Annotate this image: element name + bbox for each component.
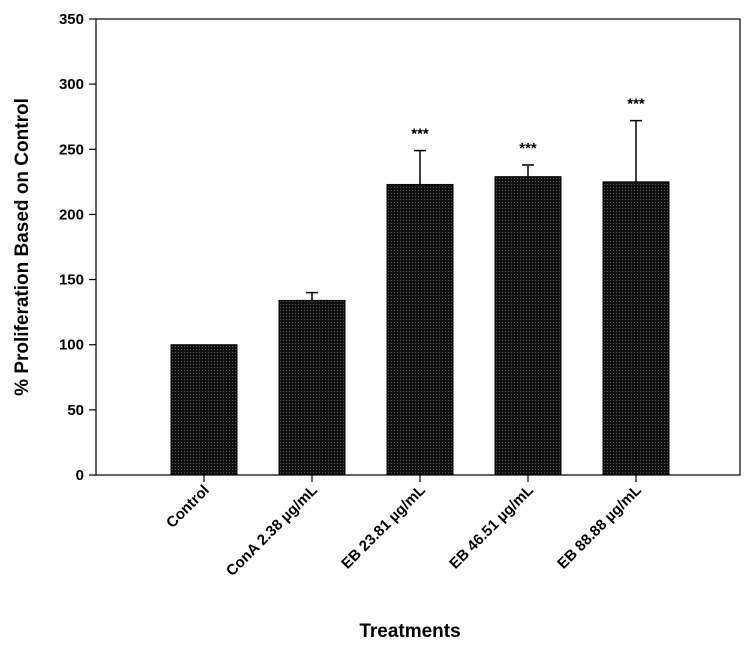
y-tick-label: 250 (59, 141, 84, 158)
y-tick-label: 100 (59, 337, 84, 354)
x-tick-label: EB 46.51 µg/mL (446, 482, 537, 573)
y-axis: 0 50 100 150 200 250 300 350 (59, 11, 96, 484)
bars-group: *** *** *** (170, 96, 670, 476)
y-tick-label: 200 (59, 206, 84, 223)
bar (386, 183, 454, 476)
x-tick-label: ConA 2.38 µg/mL (223, 482, 321, 580)
x-tick-label: Control (163, 482, 213, 532)
y-tick-label: 150 (59, 272, 84, 289)
x-tick-label: EB 23.81 µg/mL (338, 482, 429, 573)
bar (278, 299, 346, 476)
bar (494, 176, 562, 476)
x-tick-label: EB 88.88 µg/mL (554, 482, 645, 573)
x-axis-title: Treatments (359, 621, 460, 642)
y-tick-label: 50 (67, 402, 84, 419)
y-tick-label: 0 (76, 467, 84, 484)
y-tick-label: 350 (59, 11, 84, 28)
x-axis: Control ConA 2.38 µg/mL EB 23.81 µg/mL EB 4… (163, 475, 645, 580)
significance-label: *** (519, 140, 537, 157)
y-axis-title: % Proliferation Based on Control (12, 98, 33, 396)
significance-label: *** (627, 96, 645, 113)
y-tick-label: 300 (59, 76, 84, 93)
significance-label: *** (411, 126, 429, 143)
bar (170, 344, 238, 476)
bar (602, 181, 670, 476)
